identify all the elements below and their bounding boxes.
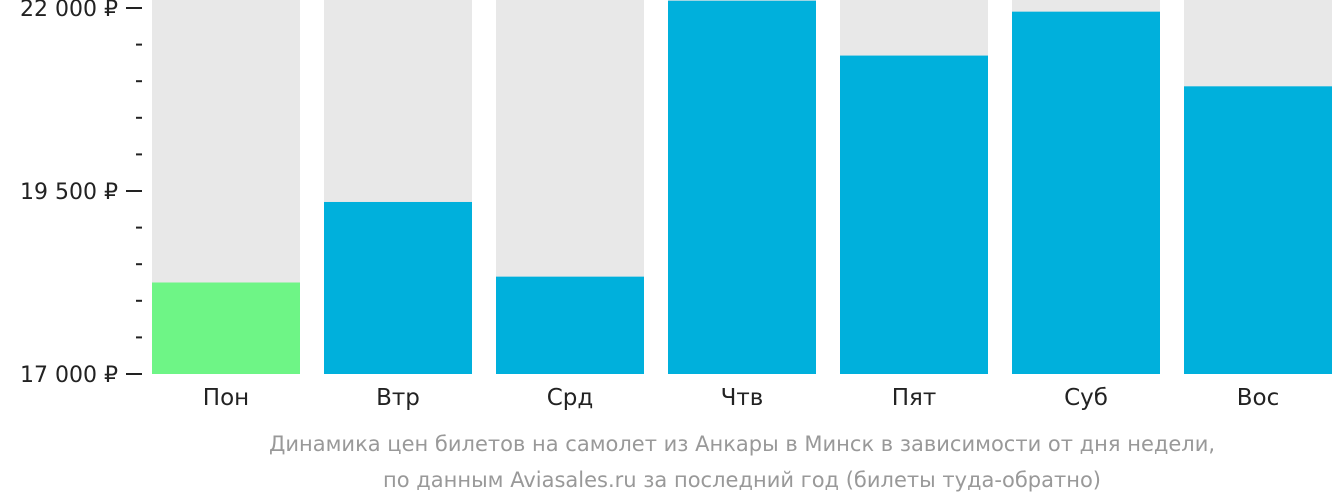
x-tick-label: Чтв — [721, 385, 764, 411]
bar-6 — [1012, 11, 1160, 374]
bars — [152, 0, 1332, 375]
x-tick-label: Срд — [547, 385, 594, 411]
chart-caption-line-2: по данным Aviasales.ru за последний год … — [383, 468, 1101, 492]
bar-3 — [496, 276, 644, 374]
y-tick-label: 19 500 ₽ — [20, 180, 118, 205]
bar-5 — [840, 55, 988, 375]
x-tick-label: Суб — [1064, 385, 1108, 411]
y-tick-label: 17 000 ₽ — [20, 363, 118, 388]
bar-4 — [668, 0, 816, 375]
x-tick-label: Пят — [892, 385, 937, 411]
x-axis: Пон Втр Срд Чтв Пят Суб Вос — [203, 385, 1279, 411]
chart-caption-line-1: Динамика цен билетов на самолет из Анкар… — [268, 432, 1216, 456]
bar-1 — [152, 282, 300, 374]
y-axis: 22 000 ₽ 19 500 ₽ 17 000 ₽ — [20, 0, 142, 388]
x-tick-label: Пон — [203, 385, 249, 411]
y-tick-label: 22 000 ₽ — [20, 0, 118, 22]
x-tick-label: Втр — [376, 385, 420, 411]
bar-2 — [324, 201, 472, 374]
bar-7 — [1184, 86, 1332, 374]
x-tick-label: Вос — [1237, 385, 1280, 411]
